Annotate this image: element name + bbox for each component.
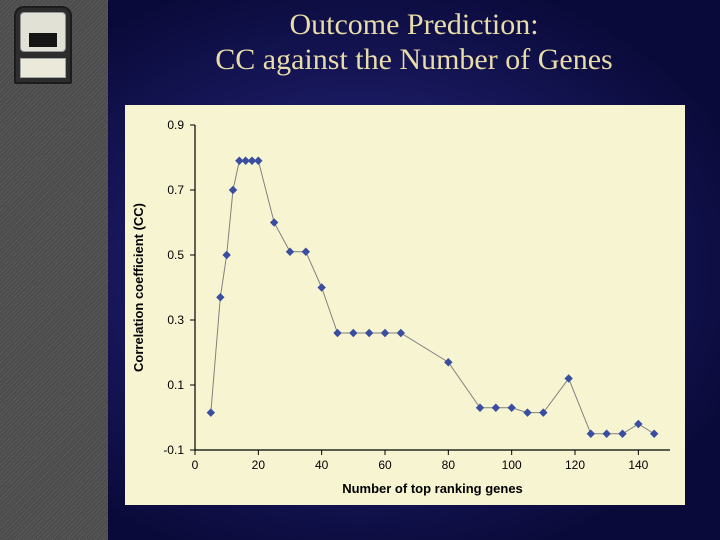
- svg-text:0.9: 0.9: [167, 118, 184, 132]
- cc-vs-genes-chart: 0 20 40 60 80 100 120 140 -0.1 0.1 0.3 0.5 0.7 0.9 Num…: [125, 105, 685, 505]
- svg-text:80: 80: [442, 458, 456, 472]
- chart-panel: 0 20 40 60 80 100 120 140 -0.1 0.1 0.3 0.5 0.7 0.9 Num…: [125, 105, 685, 505]
- svg-text:0.1: 0.1: [167, 378, 184, 392]
- svg-text:-0.1: -0.1: [163, 443, 184, 457]
- svg-text:0: 0: [192, 458, 199, 472]
- title-line-2: CC against the Number of Genes: [108, 43, 720, 78]
- svg-text:0.7: 0.7: [167, 183, 184, 197]
- svg-text:Correlation coefficient (CC): Correlation coefficient (CC): [131, 203, 146, 372]
- svg-text:20: 20: [252, 458, 266, 472]
- title-line-1: Outcome Prediction:: [108, 8, 720, 43]
- svg-text:140: 140: [628, 458, 648, 472]
- microarray-scanner-icon: [14, 6, 72, 84]
- sidebar-texture: [0, 0, 108, 540]
- svg-text:40: 40: [315, 458, 329, 472]
- svg-text:100: 100: [502, 458, 522, 472]
- svg-text:0.3: 0.3: [167, 313, 184, 327]
- svg-text:120: 120: [565, 458, 585, 472]
- svg-text:Number of top ranking genes: Number of top ranking genes: [342, 481, 523, 496]
- slide-title: Outcome Prediction: CC against the Numbe…: [108, 8, 720, 77]
- svg-text:60: 60: [378, 458, 392, 472]
- svg-text:0.5: 0.5: [167, 248, 184, 262]
